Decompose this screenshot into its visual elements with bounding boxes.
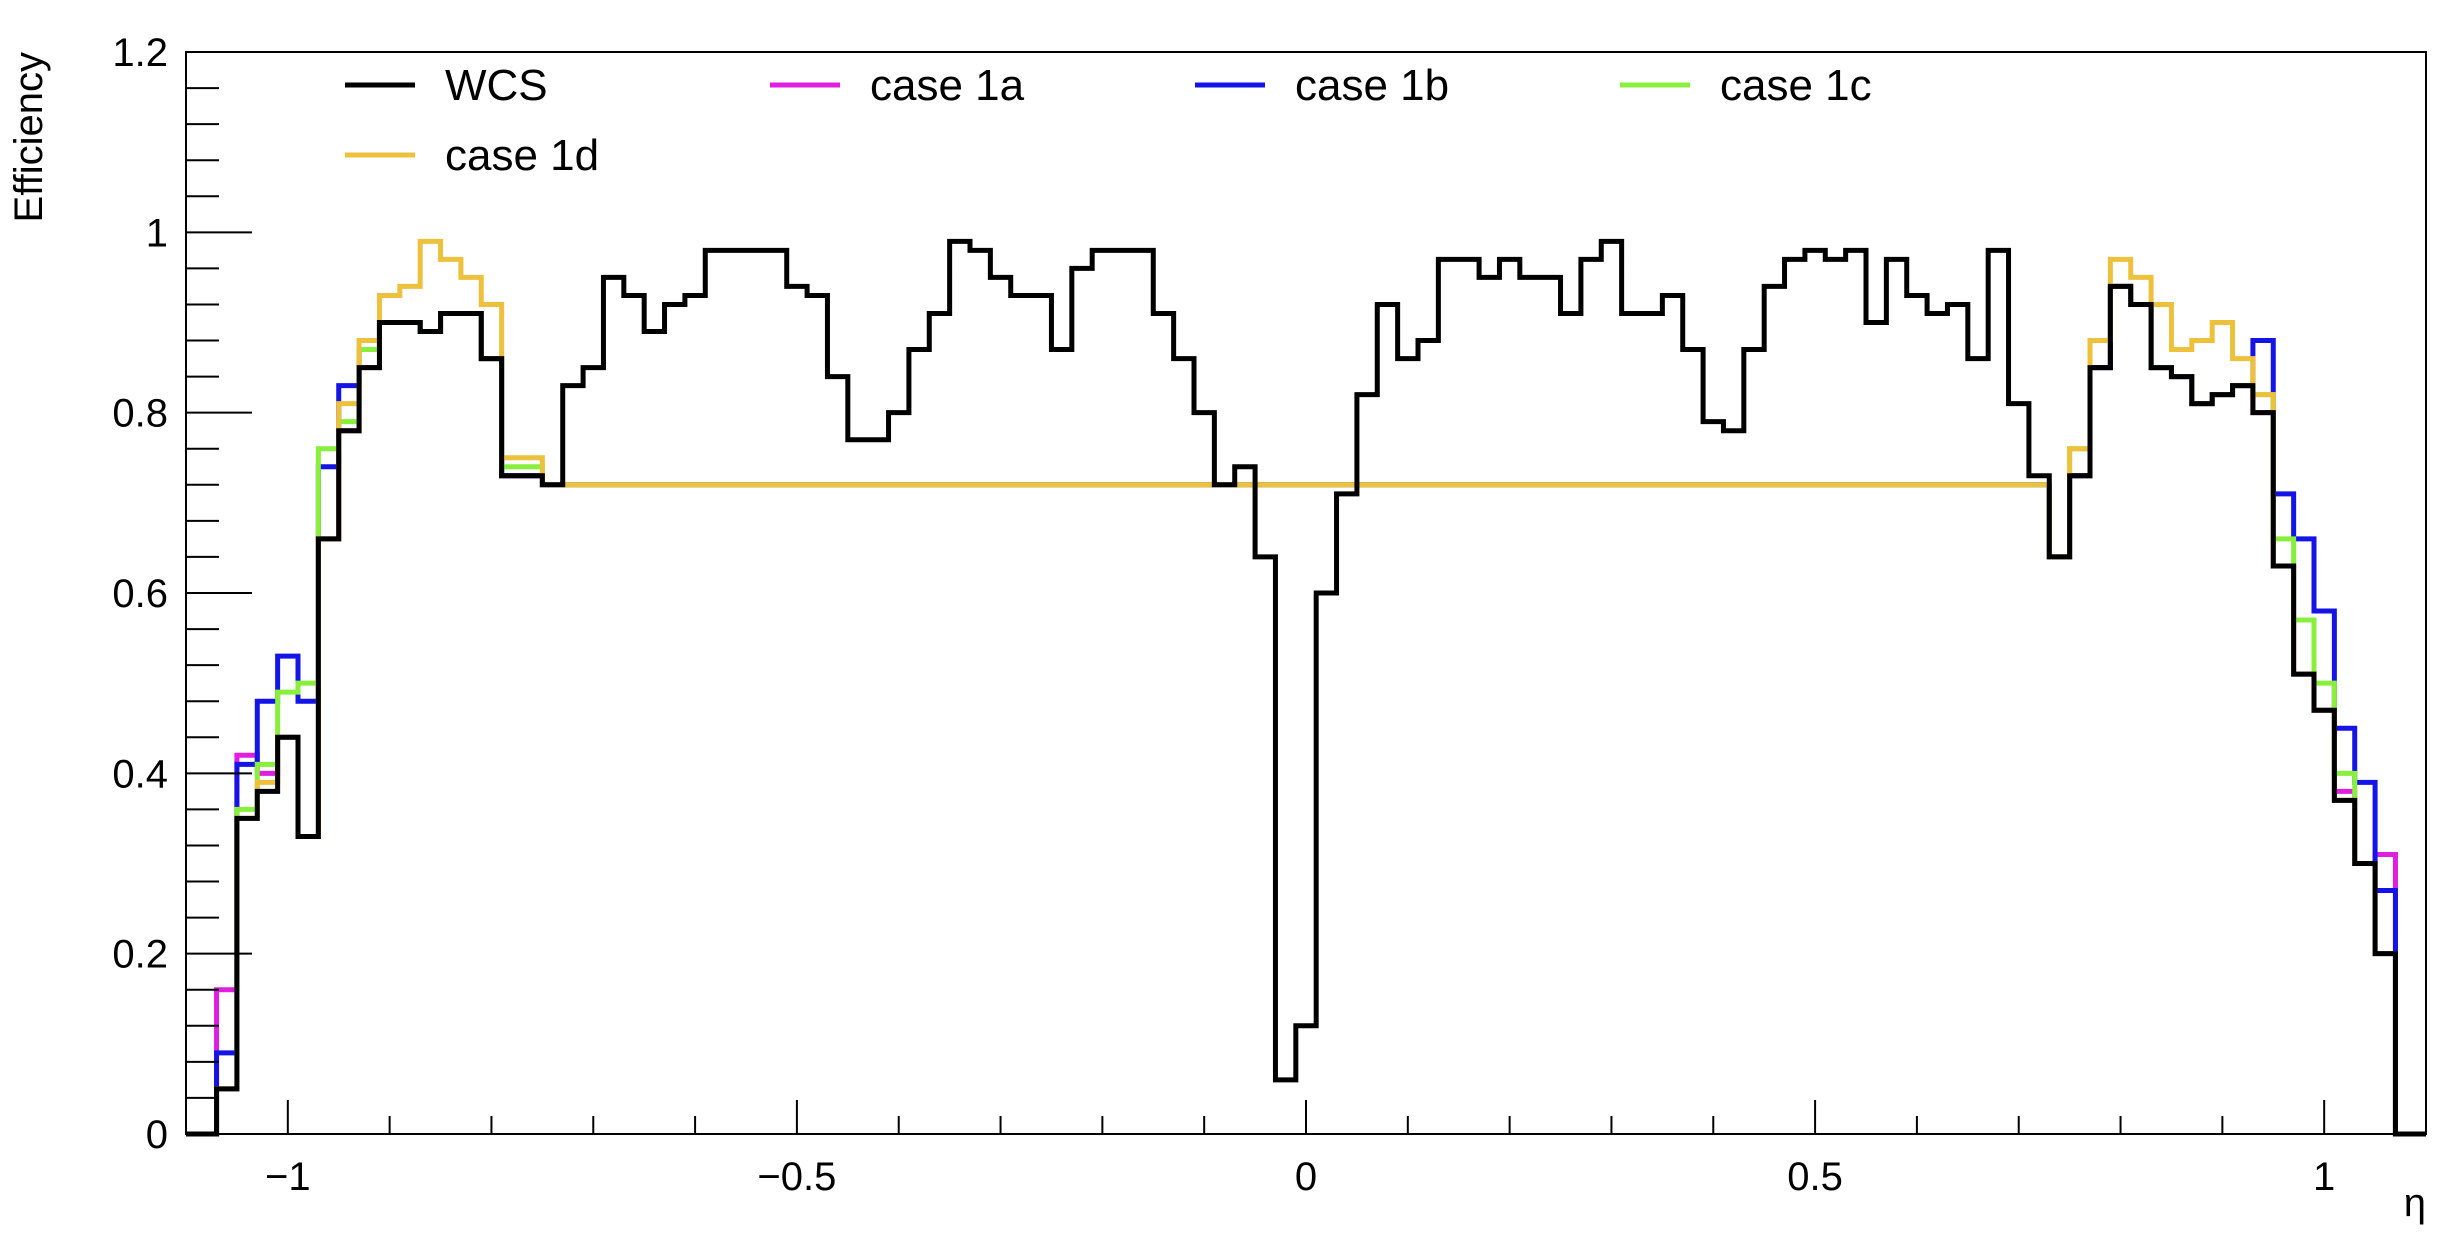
legend-entry-case-1a: case 1a (770, 61, 1025, 110)
legend: WCS case 1a case 1b case 1c case 1d (345, 61, 1872, 180)
x-axis-title: η (2404, 1181, 2426, 1225)
y-tick-label: 0.6 (112, 572, 168, 616)
series-wcs-line (186, 238, 2426, 1137)
legend-label: case 1d (445, 131, 599, 180)
series-layer (186, 238, 2426, 1137)
legend-entry-case-1d: case 1d (345, 131, 599, 180)
y-tick-label: 0.4 (112, 752, 168, 796)
y-tick-label: 0.2 (112, 933, 168, 977)
legend-entry-case-1c: case 1c (1620, 61, 1872, 110)
y-tick-label: 0.8 (112, 392, 168, 436)
y-tick-label: 1.2 (112, 31, 168, 75)
x-tick-label: 0 (1295, 1155, 1317, 1199)
axis-layer: −1 −0.5 0 0.5 1 0 0.2 0.4 0.6 0.8 1 1.2 (112, 31, 2427, 1199)
legend-label: case 1a (870, 61, 1025, 110)
x-tick-label: −1 (265, 1155, 311, 1199)
y-tick-label: 0 (146, 1113, 168, 1157)
legend-entry-case-1b: case 1b (1195, 61, 1449, 110)
legend-entry-wcs: WCS (345, 61, 548, 110)
legend-label: WCS (445, 61, 548, 110)
y-axis-title: Efficiency (7, 52, 51, 222)
x-tick-label: 0.5 (1787, 1155, 1843, 1199)
x-tick-label: 1 (2313, 1155, 2335, 1199)
y-tick-label: 1 (146, 211, 168, 255)
legend-label: case 1c (1720, 61, 1872, 110)
legend-label: case 1b (1295, 61, 1449, 110)
plot-frame (185, 51, 2427, 1135)
x-tick-label: −0.5 (757, 1155, 836, 1199)
